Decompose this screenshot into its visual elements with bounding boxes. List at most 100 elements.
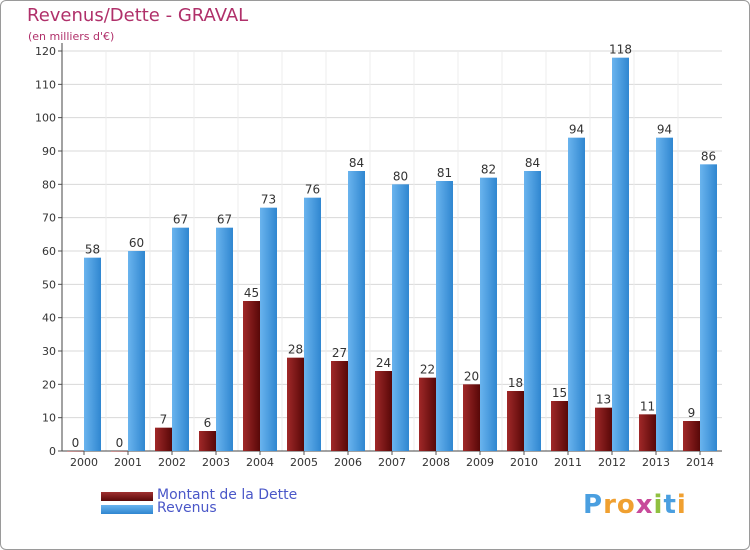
y-tick-label: 100 <box>35 112 56 125</box>
data-label-dette: 28 <box>288 343 303 357</box>
data-label-dette: 11 <box>640 399 655 413</box>
bar-dette <box>507 391 524 451</box>
bar-revenus <box>348 171 365 451</box>
data-label-revenus: 73 <box>261 193 276 207</box>
data-label-dette: 45 <box>244 286 259 300</box>
x-tick-label: 2012 <box>598 456 626 469</box>
x-tick-label: 2001 <box>114 456 142 469</box>
y-tick-label: 110 <box>35 78 56 91</box>
data-label-dette: 7 <box>160 413 168 427</box>
bar-dette <box>639 414 656 451</box>
data-label-revenus: 60 <box>129 236 144 250</box>
x-tick-label: 2013 <box>642 456 670 469</box>
data-label-revenus: 84 <box>525 156 540 170</box>
proxiti-logo: Proxiti <box>583 490 687 520</box>
bar-revenus <box>216 227 233 451</box>
data-label-dette: 27 <box>332 346 347 360</box>
logo-letter: i <box>653 490 664 520</box>
bar-revenus <box>260 207 277 451</box>
y-tick-label: 70 <box>42 212 56 225</box>
data-label-dette: 13 <box>596 393 611 407</box>
bar-dette <box>375 371 392 451</box>
data-label-dette: 20 <box>464 369 479 383</box>
chart-title: Revenus/Dette - GRAVAL <box>27 5 249 26</box>
y-tick-label: 90 <box>42 145 56 158</box>
bar-dette <box>199 431 216 451</box>
data-label-dette: 24 <box>376 356 391 370</box>
data-label-revenus: 67 <box>173 213 188 227</box>
bar-revenus <box>612 57 629 452</box>
x-tick-label: 2005 <box>290 456 318 469</box>
y-tick-label: 60 <box>42 245 56 258</box>
data-label-dette: 22 <box>420 363 435 377</box>
x-tick-label: 2002 <box>158 456 186 469</box>
bar-dette <box>331 361 348 451</box>
data-label-revenus: 80 <box>393 169 408 183</box>
x-tick-label: 2004 <box>246 456 274 469</box>
bar-revenus <box>480 177 497 451</box>
bar-revenus <box>128 251 145 451</box>
y-tick-label: 50 <box>42 278 56 291</box>
x-tick-label: 2011 <box>554 456 582 469</box>
data-label-revenus: 81 <box>437 166 452 180</box>
bar-revenus <box>700 164 717 452</box>
bar-revenus <box>524 171 541 451</box>
x-tick-label: 2008 <box>422 456 450 469</box>
bar-dette <box>155 427 172 451</box>
data-label-dette: 0 <box>116 436 124 450</box>
logo-letter: P <box>583 490 604 520</box>
bar-dette <box>243 301 260 451</box>
x-tick-label: 2006 <box>334 456 362 469</box>
data-label-dette: 15 <box>552 386 567 400</box>
legend-label-dette: Montant de la Dette <box>157 487 298 503</box>
bar-revenus <box>656 137 673 451</box>
x-tick-label: 2007 <box>378 456 406 469</box>
data-label-revenus: 84 <box>349 156 364 170</box>
x-tick-label: 2014 <box>686 456 714 469</box>
y-tick-label: 10 <box>42 412 56 425</box>
data-label-dette: 0 <box>72 436 80 450</box>
bar-dette <box>463 384 480 451</box>
legend-swatch-revenus <box>101 505 153 514</box>
bar-dette <box>287 357 304 451</box>
x-tick-label: 2003 <box>202 456 230 469</box>
bar-dette <box>419 377 436 451</box>
data-label-revenus: 118 <box>609 43 632 57</box>
data-label-dette: 18 <box>508 376 523 390</box>
logo-letter: r <box>603 490 617 520</box>
data-label-dette: 9 <box>688 406 696 420</box>
bar-revenus <box>84 257 101 451</box>
legend-label-revenus: Revenus <box>157 500 217 516</box>
bar-dette <box>67 451 84 452</box>
y-tick-label: 80 <box>42 178 56 191</box>
data-label-revenus: 67 <box>217 213 232 227</box>
data-label-revenus: 76 <box>305 183 320 197</box>
legend-swatch-dette <box>101 492 153 501</box>
x-tick-label: 2010 <box>510 456 538 469</box>
y-tick-label: 40 <box>42 312 56 325</box>
y-tick-label: 20 <box>42 378 56 391</box>
bar-revenus <box>392 184 409 452</box>
logo-letter: t <box>663 490 677 520</box>
x-tick-label: 2000 <box>70 456 98 469</box>
data-label-dette: 6 <box>204 416 212 430</box>
bar-revenus <box>172 227 189 451</box>
bar-dette <box>551 401 568 451</box>
bar-dette <box>595 407 612 451</box>
data-label-revenus: 82 <box>481 163 496 177</box>
bar-dette <box>111 451 128 452</box>
y-tick-label: 120 <box>35 45 56 58</box>
bar-revenus <box>568 137 585 451</box>
logo-letter: o <box>616 490 636 520</box>
data-label-revenus: 86 <box>701 149 716 163</box>
y-tick-label: 30 <box>42 345 56 358</box>
bar-revenus <box>304 197 321 451</box>
bar-dette <box>683 421 700 451</box>
data-label-revenus: 94 <box>657 123 672 137</box>
data-label-revenus: 58 <box>85 243 100 257</box>
bar-revenus <box>436 181 453 451</box>
y-tick-label: 0 <box>49 445 56 458</box>
x-tick-label: 2009 <box>466 456 494 469</box>
